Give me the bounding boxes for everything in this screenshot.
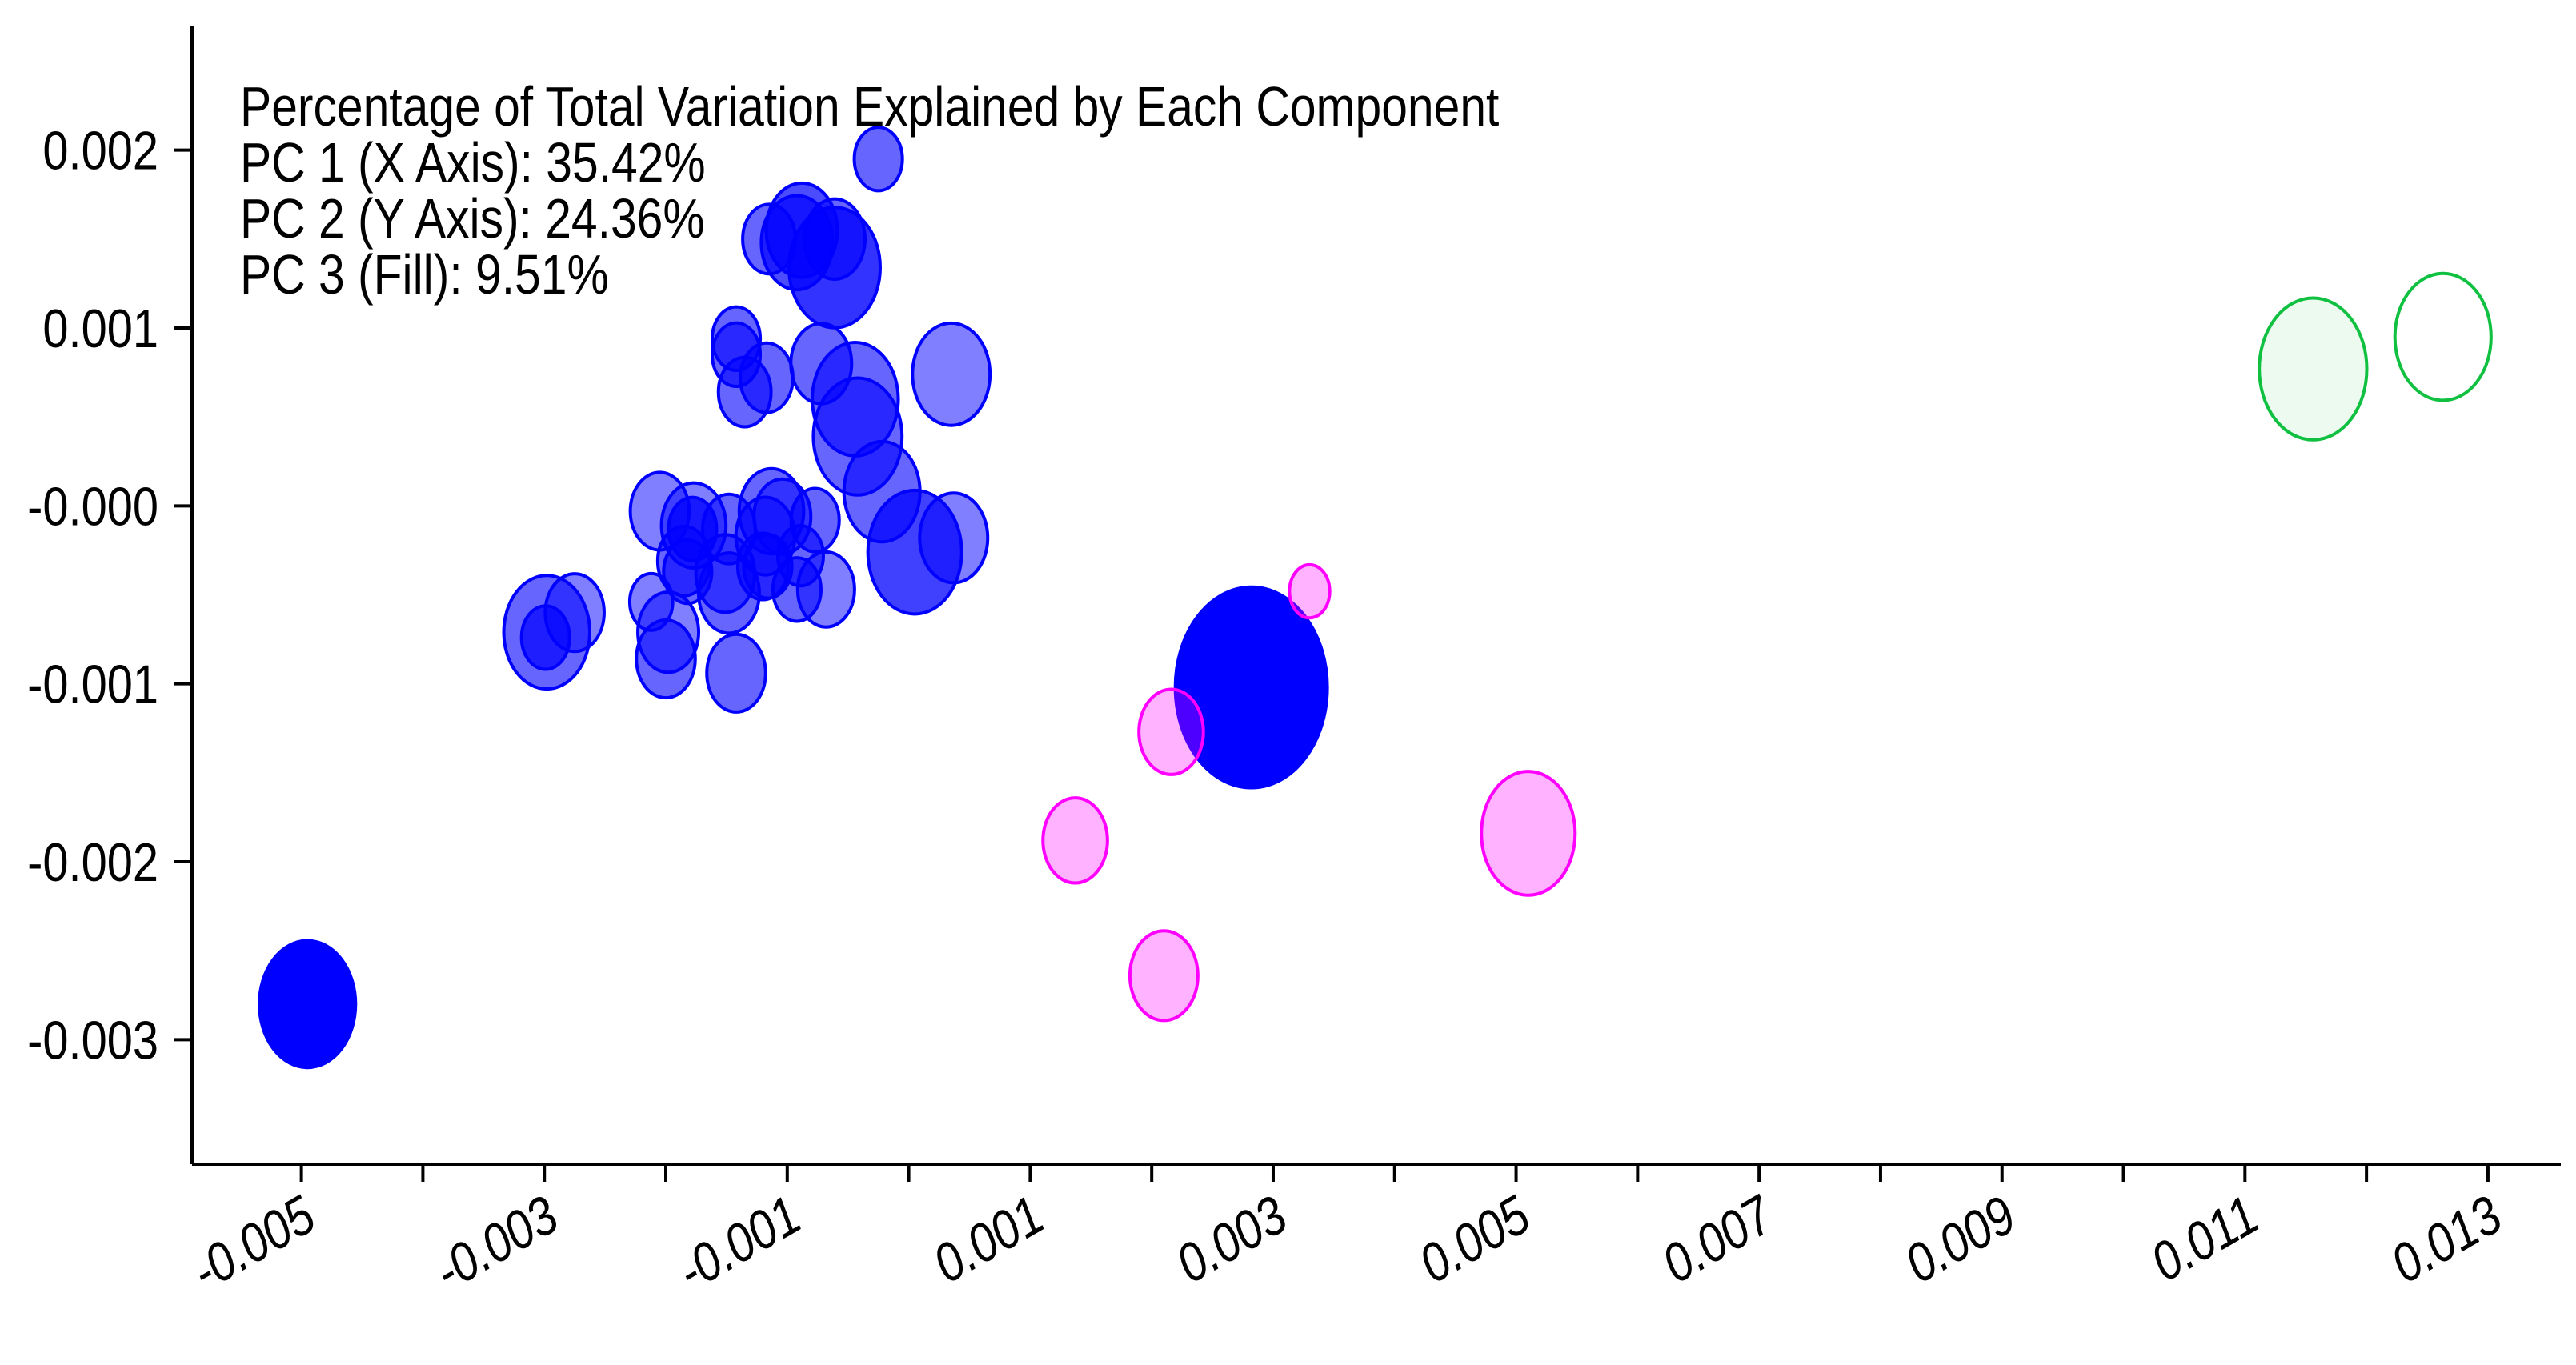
data-point-s0-1 bbox=[1173, 585, 1329, 790]
x-tick-label: 0.013 bbox=[2382, 1185, 2512, 1295]
x-tick-label: 0.011 bbox=[2141, 1185, 2269, 1293]
x-tick-label: 0.009 bbox=[1895, 1185, 2025, 1295]
data-point-s1-2 bbox=[1128, 929, 1200, 1023]
annotation-pc2: PC 2 (Y Axis): 24.36% bbox=[240, 187, 705, 250]
annotation-pc3: PC 3 (Fill): 9.51% bbox=[240, 243, 609, 306]
data-point-s0-29 bbox=[795, 550, 856, 629]
data-point-s0-35 bbox=[802, 197, 867, 281]
data-point-s0-41 bbox=[911, 321, 992, 427]
data-point-s1-4 bbox=[1288, 562, 1332, 620]
y-ticks: 0.002 0.001 -0.000 -0.001 -0.002 -0.003 bbox=[27, 121, 192, 1071]
data-point-s2-1 bbox=[2393, 271, 2493, 402]
x-tick-label: 0.005 bbox=[1409, 1184, 1540, 1295]
annotation-header: Percentage of Total Variation Explained … bbox=[240, 75, 1500, 138]
y-tick-label: -0.002 bbox=[27, 833, 158, 893]
x-ticks: -0.005 -0.003 -0.001 0.001 0.003 0.005 0.007 0.… bbox=[182, 1164, 2512, 1303]
y-tick-label: -0.001 bbox=[27, 654, 158, 715]
data-point-s1-1 bbox=[1041, 796, 1109, 885]
x-tick-label: 0.003 bbox=[1167, 1185, 1297, 1295]
annotation-pc1: PC 1 (X Axis): 35.42% bbox=[240, 131, 706, 194]
data-point-s0-42 bbox=[918, 491, 990, 585]
data-point-s0-7 bbox=[635, 618, 697, 700]
data-point-s0-4 bbox=[543, 572, 606, 654]
x-tick-label: -0.001 bbox=[667, 1185, 811, 1303]
variation-annotation: Percentage of Total Variation Explained … bbox=[240, 78, 1499, 302]
y-tick-label: -0.003 bbox=[27, 1011, 158, 1071]
data-point-s2-0 bbox=[2258, 296, 2369, 442]
data-point-s1-0 bbox=[1137, 687, 1205, 776]
data-point-s0-24 bbox=[739, 341, 795, 414]
data-point-s0-27 bbox=[789, 486, 841, 554]
x-tick-label: 0.007 bbox=[1653, 1183, 1785, 1295]
y-tick-label: 0.002 bbox=[42, 121, 158, 181]
data-point-s0-19 bbox=[705, 632, 767, 714]
x-tick-label: -0.003 bbox=[424, 1185, 568, 1303]
data-point-s0-40 bbox=[852, 126, 904, 193]
x-tick-label: 0.001 bbox=[923, 1185, 1054, 1295]
points-layer bbox=[258, 126, 2493, 1070]
x-tick-label: -0.005 bbox=[182, 1184, 326, 1303]
y-tick-label: 0.001 bbox=[42, 299, 158, 359]
y-tick-label: -0.000 bbox=[27, 477, 158, 537]
data-point-s0-0 bbox=[258, 939, 358, 1070]
data-point-s1-3 bbox=[1480, 770, 1577, 897]
